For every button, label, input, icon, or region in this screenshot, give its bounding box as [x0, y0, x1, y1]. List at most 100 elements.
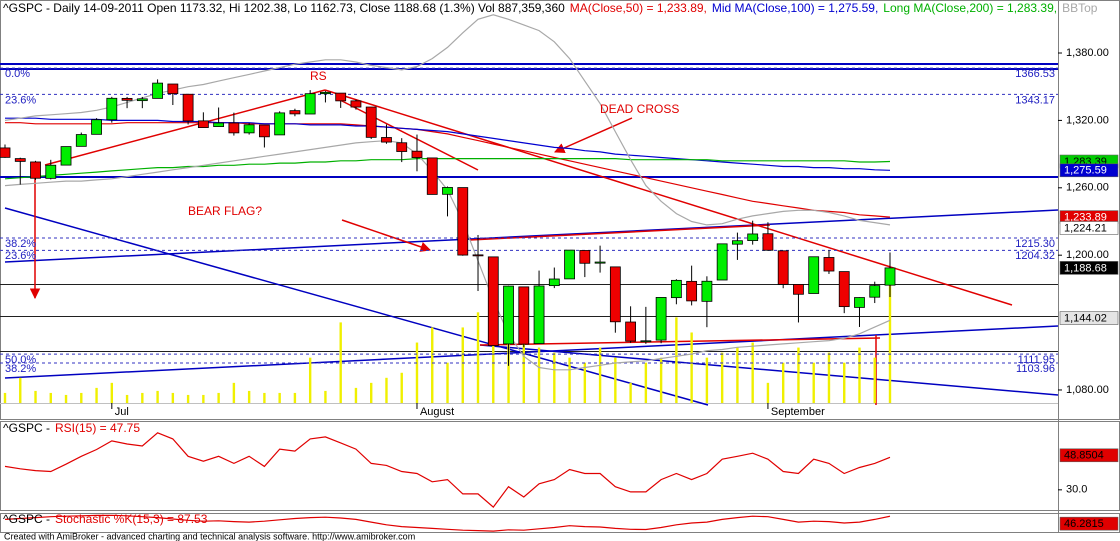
- title: ^GSPC -: [3, 512, 50, 526]
- volume-bar: [415, 342, 419, 403]
- pane-title: ^GSPC - Daily 14-09-2011 Open 1173.32, H…: [3, 1, 1098, 15]
- candle-body: [564, 249, 575, 280]
- volume-bar: [827, 352, 831, 403]
- pane-title: ^GSPC - RSI(15) = 47.75: [3, 421, 140, 435]
- candle-body: [197, 120, 209, 128]
- volume-bar: [95, 387, 98, 403]
- volume-bar: [385, 377, 388, 403]
- volume-bar: [797, 347, 800, 403]
- candle-body: [655, 297, 667, 341]
- candle-body: [808, 256, 820, 294]
- price-marker: [1059, 448, 1119, 463]
- fib-value: 1204.32: [1015, 250, 1055, 262]
- series-line: [4, 514, 891, 532]
- y-tick-label: 1,320.00: [1066, 114, 1109, 126]
- volume-bar: [629, 382, 632, 403]
- volume-bar: [476, 312, 480, 403]
- volume-bar: [705, 357, 709, 403]
- volume-bar: [400, 372, 403, 403]
- y-tick-label: 1,080.00: [1066, 384, 1109, 396]
- candle-body: [838, 271, 850, 308]
- candle-body: [335, 92, 347, 102]
- volume-bar: [324, 390, 327, 403]
- candle-body: [716, 243, 728, 281]
- volume-bar: [125, 394, 129, 403]
- y-tick-label: 1,200.00: [1066, 249, 1109, 261]
- candle-body: [136, 98, 148, 102]
- price-marker-label: 1,275.59: [1064, 165, 1107, 177]
- candle-body: [350, 100, 362, 108]
- candle-body: [579, 250, 591, 264]
- trend-line: [4, 209, 1059, 263]
- price-marker: [1059, 516, 1119, 531]
- trend-line: [469, 224, 771, 241]
- candle-body: [747, 233, 759, 241]
- volume-bar: [659, 357, 663, 403]
- volume-bar: [568, 357, 571, 403]
- fib-value: 1343.17: [1015, 94, 1055, 106]
- fib-value: 1366.53: [1015, 68, 1055, 80]
- volume-bar: [171, 392, 175, 403]
- candle-body: [426, 157, 438, 195]
- fib-name: 38.2%: [5, 363, 36, 375]
- fib-value: 1215.30: [1015, 238, 1055, 250]
- volume-bar: [354, 387, 358, 403]
- candle-body: [670, 279, 682, 299]
- candle-body: [258, 124, 270, 138]
- volume-bar: [49, 392, 52, 403]
- footer: Created with AmiBroker - advanced charti…: [4, 531, 415, 541]
- candle-body: [243, 124, 255, 134]
- candle-body: [274, 112, 286, 136]
- volume-bar: [522, 332, 525, 403]
- candle-body: [228, 122, 240, 134]
- candle-body: [396, 142, 408, 152]
- volume-bar: [19, 377, 22, 403]
- volume-bar: [888, 283, 892, 403]
- volume-bar: [614, 357, 617, 403]
- legend-entry: BBTop: [1062, 1, 1098, 15]
- legend-entry: RSI(15) = 47.75: [55, 421, 140, 435]
- candle-body: [60, 146, 72, 166]
- x-tick-label: September: [771, 406, 825, 418]
- trend-line: [479, 344, 1059, 396]
- candle-body: [0, 147, 11, 158]
- price-marker: [1059, 261, 1119, 275]
- candle-body: [487, 256, 499, 347]
- candle-body: [304, 93, 316, 115]
- volume-bar: [843, 362, 846, 403]
- candle-body: [777, 250, 789, 285]
- candle-body: [91, 119, 102, 135]
- price-marker-label: 48.8504: [1064, 450, 1104, 462]
- candle-body: [869, 285, 881, 298]
- price-marker-label: 46.2815: [1064, 518, 1104, 530]
- arrow: [341, 219, 431, 252]
- candle-body: [472, 254, 484, 257]
- volume-bar: [202, 394, 205, 403]
- series-line: [4, 158, 891, 180]
- candle-body: [182, 93, 194, 122]
- candle-body: [854, 297, 865, 308]
- candle-body: [503, 285, 514, 345]
- x-tick-label: August: [420, 406, 454, 418]
- annotation: DEAD CROSS: [600, 102, 679, 116]
- volume-bar: [873, 357, 876, 403]
- legend-entry: Stochastic %K(15,3) = 87.53: [55, 512, 208, 526]
- candle-body: [548, 278, 560, 287]
- arrow: [554, 117, 633, 153]
- candle-body: [152, 82, 163, 99]
- candle-body: [793, 284, 804, 295]
- volume-bar: [278, 392, 281, 403]
- price-marker-label: 1,233.89: [1064, 212, 1107, 224]
- volume-bar: [583, 362, 587, 403]
- price-marker: [1059, 311, 1119, 325]
- volume-bar: [553, 352, 556, 403]
- candle-body: [884, 267, 896, 286]
- legend-entry: Long MA(Close,200) = 1,283.39,: [883, 1, 1057, 15]
- trend-line: [479, 337, 881, 346]
- volume-bar: [370, 382, 373, 403]
- series-line: [5, 122, 891, 218]
- trend-line: [324, 89, 1013, 306]
- fib-name: 23.6%: [5, 250, 36, 262]
